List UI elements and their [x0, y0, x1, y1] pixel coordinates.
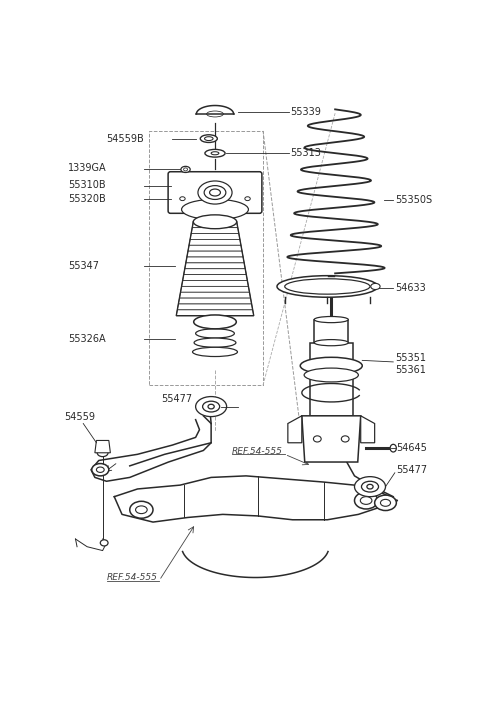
- Ellipse shape: [193, 215, 237, 229]
- Text: 55350S: 55350S: [395, 196, 432, 205]
- Polygon shape: [310, 342, 353, 416]
- Ellipse shape: [304, 368, 359, 382]
- Text: 54559: 54559: [64, 412, 95, 422]
- Text: 55477: 55477: [161, 394, 192, 404]
- Polygon shape: [191, 227, 239, 234]
- Polygon shape: [186, 257, 244, 263]
- Polygon shape: [177, 304, 252, 310]
- Text: 55477: 55477: [396, 465, 428, 474]
- Ellipse shape: [245, 197, 250, 201]
- Ellipse shape: [371, 283, 380, 289]
- Polygon shape: [196, 105, 234, 114]
- Text: 55361: 55361: [395, 364, 426, 375]
- Polygon shape: [180, 287, 250, 292]
- Text: 55320B: 55320B: [68, 193, 106, 203]
- Ellipse shape: [361, 481, 379, 492]
- Polygon shape: [95, 441, 110, 453]
- Ellipse shape: [205, 150, 225, 157]
- Polygon shape: [314, 320, 348, 342]
- Text: 1339GA: 1339GA: [68, 163, 107, 173]
- Ellipse shape: [92, 464, 109, 476]
- Ellipse shape: [194, 315, 236, 329]
- Polygon shape: [192, 222, 238, 227]
- Ellipse shape: [314, 340, 348, 346]
- Polygon shape: [176, 310, 254, 316]
- Text: 54645: 54645: [396, 443, 427, 453]
- Polygon shape: [288, 416, 302, 443]
- Text: 54633: 54633: [395, 283, 426, 293]
- Ellipse shape: [194, 338, 236, 347]
- Ellipse shape: [200, 135, 217, 143]
- Ellipse shape: [367, 484, 373, 489]
- Polygon shape: [185, 263, 245, 269]
- Polygon shape: [180, 292, 251, 298]
- Ellipse shape: [360, 496, 372, 504]
- Ellipse shape: [100, 540, 108, 546]
- Ellipse shape: [210, 189, 220, 196]
- Polygon shape: [183, 275, 247, 280]
- Polygon shape: [187, 251, 243, 257]
- Text: 55351: 55351: [395, 353, 426, 363]
- Polygon shape: [190, 234, 240, 239]
- Ellipse shape: [96, 467, 104, 472]
- Polygon shape: [179, 298, 252, 304]
- Ellipse shape: [180, 197, 185, 201]
- Polygon shape: [360, 416, 375, 443]
- Ellipse shape: [208, 405, 214, 409]
- FancyBboxPatch shape: [168, 172, 262, 213]
- Text: 55339: 55339: [290, 107, 321, 116]
- Ellipse shape: [355, 477, 385, 496]
- Ellipse shape: [341, 436, 349, 442]
- Ellipse shape: [390, 444, 396, 452]
- Ellipse shape: [181, 167, 190, 172]
- Text: REF.54-555: REF.54-555: [107, 573, 157, 582]
- Ellipse shape: [314, 316, 348, 323]
- Ellipse shape: [300, 357, 362, 374]
- Polygon shape: [184, 269, 246, 275]
- Ellipse shape: [203, 401, 220, 412]
- Ellipse shape: [375, 495, 396, 510]
- Text: 54559B: 54559B: [107, 133, 144, 143]
- Text: 55310B: 55310B: [68, 180, 106, 190]
- Text: REF.54-555: REF.54-555: [232, 447, 283, 456]
- Ellipse shape: [381, 499, 391, 506]
- Ellipse shape: [97, 449, 108, 457]
- Text: 55326A: 55326A: [68, 334, 106, 344]
- Ellipse shape: [285, 279, 370, 294]
- Ellipse shape: [204, 186, 226, 200]
- Ellipse shape: [198, 181, 232, 204]
- Text: 55313: 55313: [290, 148, 321, 158]
- Text: 55347: 55347: [68, 261, 99, 271]
- Ellipse shape: [135, 506, 147, 513]
- Ellipse shape: [355, 492, 378, 509]
- Ellipse shape: [313, 436, 321, 442]
- Ellipse shape: [196, 329, 234, 338]
- Polygon shape: [181, 280, 249, 287]
- Ellipse shape: [277, 275, 378, 297]
- Polygon shape: [188, 245, 242, 251]
- Ellipse shape: [181, 199, 249, 220]
- Polygon shape: [302, 416, 360, 462]
- Ellipse shape: [196, 397, 227, 417]
- Ellipse shape: [192, 347, 238, 357]
- Ellipse shape: [130, 501, 153, 518]
- Polygon shape: [189, 239, 241, 245]
